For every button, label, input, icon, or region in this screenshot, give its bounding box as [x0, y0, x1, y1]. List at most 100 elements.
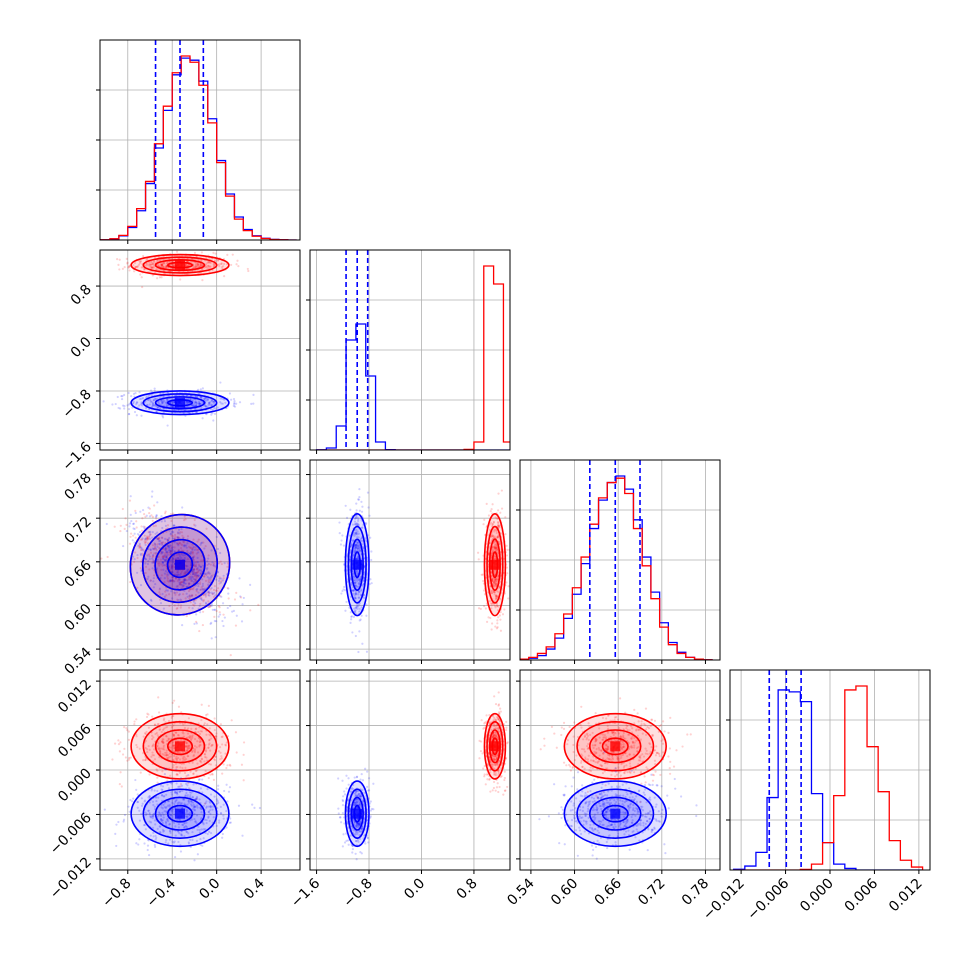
scatter-panel-1-2 [306, 460, 515, 664]
scatter-point [221, 837, 223, 839]
scatter-point [370, 550, 372, 552]
scatter-point [504, 533, 506, 535]
scatter-point [361, 615, 363, 617]
scatter-point [493, 787, 495, 789]
scatter-point [200, 388, 202, 390]
scatter-point [119, 783, 121, 785]
density-peak-red [490, 560, 500, 570]
scatter-point [129, 581, 131, 583]
scatter-point [158, 711, 160, 713]
scatter-point [133, 393, 135, 395]
scatter-point [128, 525, 130, 527]
scatter-point [152, 516, 154, 518]
scatter-point [130, 532, 132, 534]
scatter-point [506, 545, 508, 547]
scatter-point [226, 764, 228, 766]
scatter-point [259, 807, 261, 809]
scatter-point [340, 543, 342, 545]
scatter-point [115, 403, 117, 405]
scatter-point [136, 526, 138, 528]
scatter-point [477, 552, 479, 554]
scatter-point [342, 588, 344, 590]
scatter-point [501, 489, 503, 491]
scatter-point [223, 275, 225, 277]
scatter-point [127, 262, 129, 264]
scatter-point [118, 268, 120, 270]
scatter-point [211, 773, 213, 775]
scatter-point [243, 597, 245, 599]
scatter-point [157, 696, 159, 698]
scatter-point [214, 609, 216, 611]
scatter-point [243, 779, 245, 781]
scatter-point [213, 779, 215, 781]
scatter-point [118, 743, 120, 745]
y-tick-label: −0.8 [59, 386, 94, 421]
scatter-point [481, 719, 483, 721]
scatter-point [506, 549, 508, 551]
scatter-point [236, 260, 238, 262]
scatter-point [221, 620, 223, 622]
scatter-point [212, 419, 214, 421]
histogram-panel-1 [306, 250, 513, 454]
scatter-point [143, 842, 145, 844]
scatter-point [489, 617, 491, 619]
scatter-point [499, 619, 501, 621]
scatter-point [117, 821, 119, 823]
scatter-point [485, 783, 487, 785]
scatter-point [132, 539, 134, 541]
scatter-point [147, 507, 149, 509]
scatter-point [215, 636, 217, 638]
scatter-point [130, 514, 132, 516]
scatter-point [134, 411, 136, 413]
scatter-point [351, 615, 353, 617]
scatter-point [117, 739, 119, 741]
scatter-point [127, 806, 129, 808]
scatter-point [370, 559, 372, 561]
scatter-point [132, 798, 134, 800]
scatter-point [128, 265, 130, 267]
scatter-point [181, 624, 183, 626]
scatter-point [227, 607, 229, 609]
scatter-point [133, 723, 135, 725]
scatter-panel-0-2: 0.540.600.660.720.78 [61, 460, 300, 678]
scatter-point [196, 622, 198, 624]
scatter-point [104, 809, 106, 811]
scatter-point [222, 614, 224, 616]
scatter-point [345, 601, 347, 603]
scatter-point [150, 389, 152, 391]
scatter-point [155, 515, 157, 517]
scatter-point [179, 278, 181, 280]
scatter-point [499, 614, 501, 616]
scatter-point [341, 534, 343, 536]
scatter-point [119, 771, 121, 773]
scatter-point [165, 511, 167, 513]
scatter-point [217, 785, 219, 787]
scatter-point [493, 695, 495, 697]
scatter-point [129, 543, 131, 545]
scatter-point [483, 605, 485, 607]
scatter-point [230, 821, 232, 823]
scatter-point [367, 506, 369, 508]
scatter-point [497, 782, 499, 784]
scatter-point [351, 631, 353, 633]
scatter-point [128, 413, 130, 415]
scatter-point [364, 768, 366, 770]
scatter-point [180, 850, 182, 852]
scatter-point [121, 398, 123, 400]
scatter-point [222, 625, 224, 627]
scatter-point [235, 263, 237, 265]
scatter-point [139, 531, 141, 533]
scatter-point [491, 628, 493, 630]
scatter-point [114, 526, 116, 528]
scatter-point [365, 522, 367, 524]
scatter-point [130, 495, 132, 497]
y-tick-label: 0.78 [61, 470, 94, 503]
scatter-point [490, 510, 492, 512]
scatter-point [358, 488, 360, 490]
scatter-point [236, 751, 238, 753]
scatter-point [156, 777, 158, 779]
scatter-point [160, 515, 162, 517]
scatter-point [505, 721, 507, 723]
